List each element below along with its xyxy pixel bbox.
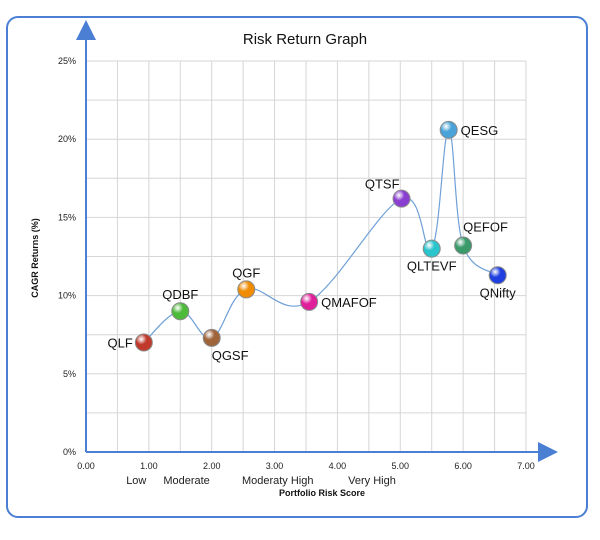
y-tick-label: 5% <box>63 369 76 379</box>
point-label-qgf: QGF <box>232 265 260 280</box>
point-labels: QLF QDBF QGSF QGF QMAFOF QTSF QLTEVF QESG QEFOF Q… <box>108 123 517 363</box>
point-qmafof <box>300 292 319 311</box>
point-label-qesg: QESG <box>461 123 499 138</box>
point-label-qefof: QEFOF <box>463 220 508 235</box>
y-tick-label: 20% <box>58 134 76 144</box>
point-qgf <box>237 280 256 299</box>
x-tick-label: 4.00 <box>329 461 347 471</box>
point-qlf <box>134 333 153 352</box>
risk-category-label: Moderaty High <box>242 475 314 487</box>
point-qnifty <box>488 266 507 285</box>
point-qtsf <box>392 189 411 208</box>
point-qesg <box>439 120 458 139</box>
chart-title: Risk Return Graph <box>243 31 367 48</box>
x-tick-label: 6.00 <box>454 461 472 471</box>
risk-category-label: Low <box>126 475 146 487</box>
grid <box>86 60 527 452</box>
point-qltevf <box>422 239 441 258</box>
risk-categories: Low Moderate Moderaty High Very High <box>126 475 396 487</box>
point-label-qmafof: QMAFOF <box>321 295 377 310</box>
x-axis-label: Portfolio Risk Score <box>279 488 365 498</box>
y-tick-label: 25% <box>58 56 76 66</box>
x-tick-label: 1.00 <box>140 461 158 471</box>
point-label-qtsf: QTSF <box>365 177 400 192</box>
point-qgsf <box>202 328 221 347</box>
x-tick-label: 2.00 <box>203 461 221 471</box>
axes <box>76 20 558 462</box>
tick-labels: 0.00 1.00 2.00 3.00 4.00 5.00 6.00 7.00 0% 5% 10% 1… <box>58 56 535 471</box>
point-qdbf <box>171 302 190 321</box>
y-tick-label: 0% <box>63 447 76 457</box>
point-label-qnifty: QNifty <box>480 285 517 300</box>
risk-category-label: Very High <box>348 475 396 487</box>
risk-category-label: Moderate <box>163 475 209 487</box>
x-tick-label: 5.00 <box>392 461 410 471</box>
point-label-qgsf: QGSF <box>212 348 249 363</box>
point-label-qdbf: QDBF <box>162 287 198 302</box>
data-points <box>134 120 507 352</box>
series-line <box>143 129 499 343</box>
y-tick-label: 10% <box>58 291 76 301</box>
point-label-qltevf: QLTEVF <box>407 259 457 274</box>
x-tick-label: 0.00 <box>77 461 95 471</box>
y-tick-label: 15% <box>58 212 76 222</box>
y-axis-label: CAGR Returns (%) <box>30 218 40 298</box>
point-qefof <box>454 236 473 255</box>
x-tick-label: 3.00 <box>266 461 284 471</box>
point-label-qlf: QLF <box>108 336 133 351</box>
chart-frame <box>6 16 588 518</box>
x-tick-label: 7.00 <box>517 461 535 471</box>
